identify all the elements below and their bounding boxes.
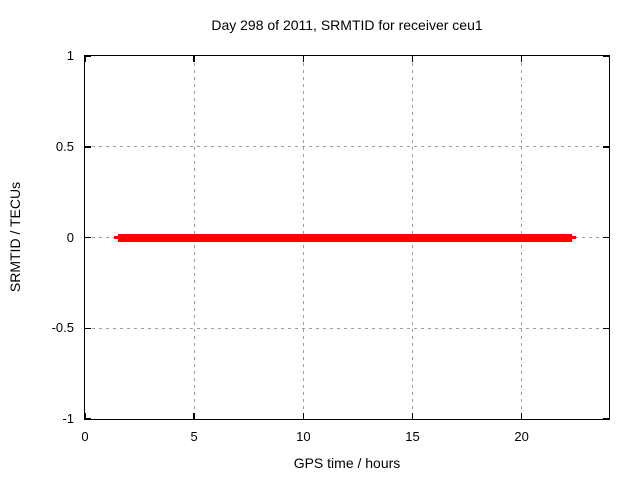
tick-mark-y-left	[85, 418, 91, 420]
y-tick-label-0: 0	[66, 229, 74, 245]
x-tick-label-15: 15	[405, 429, 420, 444]
tick-mark-x-top	[411, 56, 414, 62]
series-line-cap-left-SRMTID	[114, 236, 118, 239]
tick-mark-x-bottom	[302, 413, 305, 419]
y-tick-label--0.5: -0.5	[51, 320, 74, 336]
plot-area	[84, 55, 610, 420]
tick-mark-y-left	[85, 146, 91, 148]
x-tick-label-5: 5	[190, 429, 198, 444]
tick-mark-x-top	[520, 56, 523, 62]
x-axis-label: GPS time / hours	[293, 455, 401, 471]
tick-mark-x-bottom	[520, 413, 523, 419]
series-line-SRMTID	[117, 233, 572, 242]
tick-mark-y-left	[85, 236, 91, 239]
tick-mark-x-bottom	[193, 413, 195, 419]
y-tick-label-0.5: 0.5	[55, 138, 74, 154]
x-tick-label-10: 10	[296, 429, 311, 444]
tick-mark-y-left	[85, 55, 91, 57]
tick-mark-y-left	[85, 327, 91, 329]
tick-mark-y-right	[603, 55, 609, 57]
chart-title: Day 298 of 2011, SRMTID for receiver ceu…	[211, 17, 483, 33]
tick-mark-x-top	[84, 56, 86, 62]
x-tick-label-0: 0	[81, 429, 89, 444]
tick-mark-x-bottom	[411, 413, 414, 419]
tick-mark-y-right	[603, 146, 609, 148]
tick-mark-x-top	[193, 56, 195, 62]
gridline-y--0.5	[85, 327, 609, 329]
y-tick-label--1: -1	[62, 411, 74, 426]
tick-mark-x-bottom	[84, 413, 86, 419]
tick-mark-y-right	[603, 418, 609, 420]
gridline-y-0.5	[85, 146, 609, 148]
tick-mark-x-top	[302, 56, 305, 62]
x-tick-label-20: 20	[514, 429, 529, 444]
series-line-cap-right-SRMTID	[571, 236, 576, 239]
tick-mark-y-right	[603, 327, 609, 329]
y-tick-label-1: 1	[66, 48, 74, 63]
tick-mark-y-right	[603, 236, 609, 239]
